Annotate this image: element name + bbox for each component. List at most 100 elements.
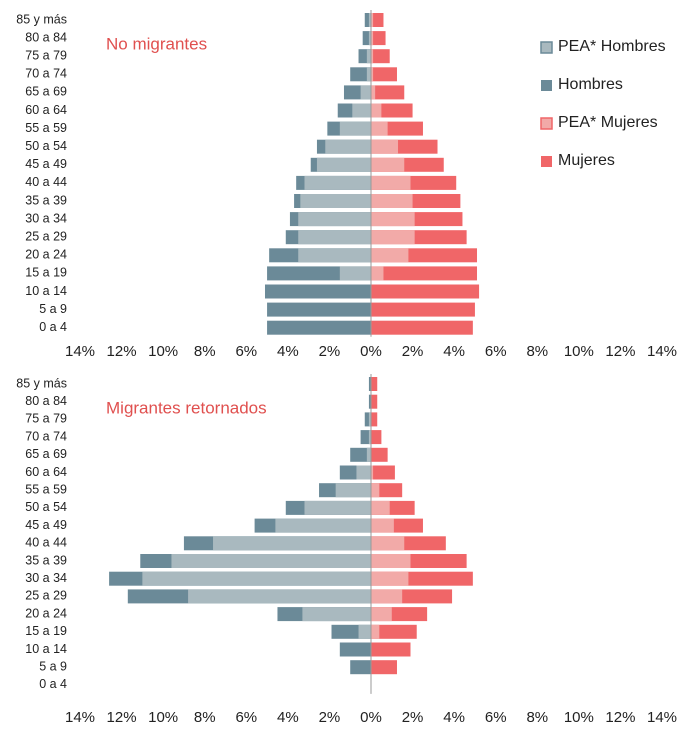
bar <box>371 589 403 604</box>
bar <box>371 465 395 480</box>
bar <box>371 394 378 409</box>
bar <box>368 430 371 445</box>
bar <box>360 85 371 100</box>
bar <box>366 49 371 64</box>
bar <box>371 483 380 498</box>
bar <box>339 642 371 657</box>
y-tick-label: 60 a 64 <box>25 465 67 479</box>
legend-swatch <box>540 41 553 54</box>
x-tick-label: 10% <box>564 709 594 726</box>
bar <box>350 447 371 462</box>
bar <box>371 447 388 462</box>
bar <box>371 13 374 27</box>
bar <box>188 589 371 604</box>
x-tick-label: 14% <box>65 709 95 726</box>
bar <box>371 212 415 227</box>
bar <box>371 67 397 82</box>
bar <box>356 465 371 480</box>
y-tick-label: 20 a 24 <box>25 606 67 620</box>
bar <box>371 175 411 190</box>
y-tick-label: 30 a 34 <box>25 211 67 225</box>
y-tick-label: 85 y más <box>16 12 67 26</box>
x-tick-label: 2% <box>402 709 424 726</box>
legend-swatch <box>541 80 552 91</box>
bar <box>371 536 405 551</box>
y-tick-label: 85 y más <box>16 376 67 390</box>
bar <box>371 248 409 263</box>
y-tick-label: 20 a 24 <box>25 248 67 262</box>
bar <box>360 430 371 445</box>
legend-swatch <box>541 156 552 167</box>
x-tick-label: 4% <box>277 343 299 360</box>
x-tick-label: 6% <box>235 343 257 360</box>
y-tick-label: 40 a 44 <box>25 536 67 550</box>
legend-label: Hombres <box>558 76 623 93</box>
bar <box>275 518 371 533</box>
bar <box>267 302 371 317</box>
bar <box>371 518 394 533</box>
y-tick-label: 80 a 84 <box>25 394 67 408</box>
x-tick-label: 0% <box>360 343 382 360</box>
bar <box>339 121 371 136</box>
x-tick-label: 4% <box>277 709 299 726</box>
x-tick-label: 2% <box>319 709 341 726</box>
x-tick-label: 10% <box>148 343 178 360</box>
bar <box>371 320 473 335</box>
bar <box>358 624 371 639</box>
bar <box>371 642 411 657</box>
bar <box>371 230 415 245</box>
y-tick-label: 35 a 39 <box>25 193 67 207</box>
bar <box>298 248 371 263</box>
bar <box>368 31 371 46</box>
legend-label: PEA* Mujeres <box>558 114 658 131</box>
bar <box>371 85 376 100</box>
bar <box>368 377 371 391</box>
x-tick-label: 8% <box>194 343 216 360</box>
x-tick-label: 0% <box>360 709 382 726</box>
bar <box>371 284 480 299</box>
bar <box>335 483 371 498</box>
y-tick-label: 15 a 19 <box>25 266 67 280</box>
x-tick-label: 12% <box>107 709 137 726</box>
bar <box>371 302 475 317</box>
bar <box>371 500 390 515</box>
y-tick-label: 75 a 79 <box>25 48 67 62</box>
y-tick-label: 25 a 29 <box>25 229 67 243</box>
x-tick-label: 14% <box>647 709 677 726</box>
bar <box>302 607 371 622</box>
y-tick-label: 45 a 49 <box>25 518 67 532</box>
bar <box>352 103 371 118</box>
x-tick-label: 14% <box>647 343 677 360</box>
bar <box>371 660 397 675</box>
bar <box>371 624 380 639</box>
x-tick-label: 8% <box>526 343 548 360</box>
bar <box>364 13 371 27</box>
bar <box>371 430 382 445</box>
y-tick-label: 10 a 14 <box>25 284 67 298</box>
x-tick-label: 2% <box>402 343 424 360</box>
annotation: Migrantes retornados <box>106 398 267 417</box>
bar <box>316 157 371 172</box>
bar <box>368 412 371 427</box>
y-tick-label: 70 a 74 <box>25 429 67 443</box>
y-tick-label: 65 a 69 <box>25 447 67 461</box>
x-tick-label: 8% <box>526 709 548 726</box>
y-tick-label: 35 a 39 <box>25 553 67 567</box>
x-tick-label: 6% <box>485 343 507 360</box>
bar <box>371 571 409 586</box>
x-tick-label: 12% <box>605 709 635 726</box>
y-tick-label: 55 a 59 <box>25 482 67 496</box>
bar <box>371 412 378 427</box>
bar <box>371 266 384 281</box>
bar <box>371 103 382 118</box>
y-tick-label: 50 a 54 <box>25 500 67 514</box>
bar <box>371 157 405 172</box>
y-tick-label: 80 a 84 <box>25 30 67 44</box>
bar <box>371 49 390 64</box>
y-tick-label: 5 a 9 <box>39 302 67 316</box>
y-tick-label: 65 a 69 <box>25 85 67 99</box>
y-tick-label: 50 a 54 <box>25 139 67 153</box>
bar <box>368 394 371 409</box>
bar <box>371 139 399 154</box>
